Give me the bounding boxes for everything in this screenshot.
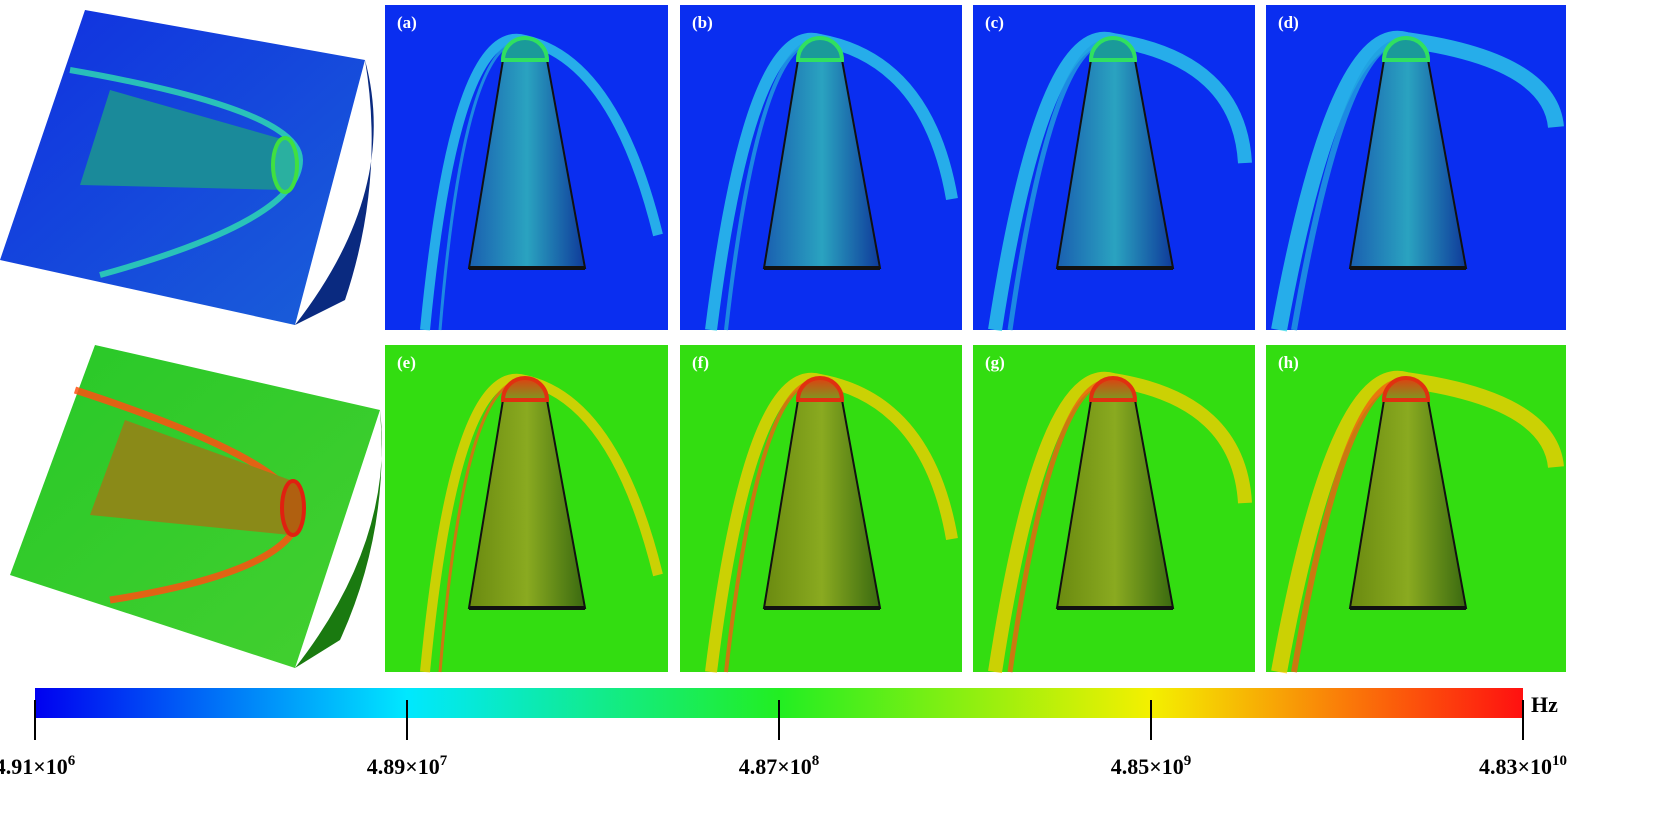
panel-label: (a) (397, 13, 417, 32)
panel: (f) (680, 345, 962, 673)
panel-label: (b) (692, 13, 713, 32)
cone-nose (1088, 376, 1138, 402)
cone-nose (1381, 376, 1431, 402)
colorbar-tick-label: 4.83×1010 (1479, 753, 1567, 779)
3d-view-top (0, 10, 374, 325)
colorbar-tick-label: 4.85×109 (1111, 753, 1192, 779)
cone-nose (1381, 36, 1431, 62)
panel-label: (f) (692, 353, 709, 372)
cone-nose (500, 36, 550, 62)
panel-label: (e) (397, 353, 416, 372)
tick-mantissa: 4.83×10 (1479, 754, 1552, 779)
panel: (e) (385, 345, 668, 673)
panel: (a) (385, 5, 668, 331)
tick-exponent: 9 (1184, 753, 1192, 769)
colorbar-unit: Hz (1531, 692, 1558, 717)
panel-label: (d) (1278, 13, 1299, 32)
panel-label: (h) (1278, 353, 1299, 372)
panel: (g) (973, 345, 1255, 674)
panel: (d) (1266, 5, 1566, 332)
tick-mantissa: 4.87×10 (739, 754, 812, 779)
colorbar-tick-label: 4.91×106 (0, 753, 76, 779)
tick-exponent: 6 (68, 753, 76, 769)
3d-view-bottom (10, 345, 382, 668)
cone-nose (795, 376, 845, 402)
colorbar-tick-label: 4.87×108 (739, 753, 820, 779)
cone-nose (795, 36, 845, 62)
panel-label: (g) (985, 353, 1005, 372)
tick-exponent: 10 (1552, 753, 1567, 769)
panel-label: (c) (985, 13, 1004, 32)
cone-nose (500, 376, 550, 402)
panel: (c) (973, 5, 1255, 332)
tick-exponent: 7 (440, 753, 448, 769)
panel: (b) (680, 5, 962, 331)
tick-mantissa: 4.85×10 (1111, 754, 1184, 779)
colorbar-tick-label: 4.89×107 (367, 753, 448, 779)
tick-mantissa: 4.91×10 (0, 754, 68, 779)
panel: (h) (1266, 345, 1566, 674)
cone-nose (1088, 36, 1138, 62)
tick-exponent: 8 (812, 753, 820, 769)
tick-mantissa: 4.89×10 (367, 754, 440, 779)
